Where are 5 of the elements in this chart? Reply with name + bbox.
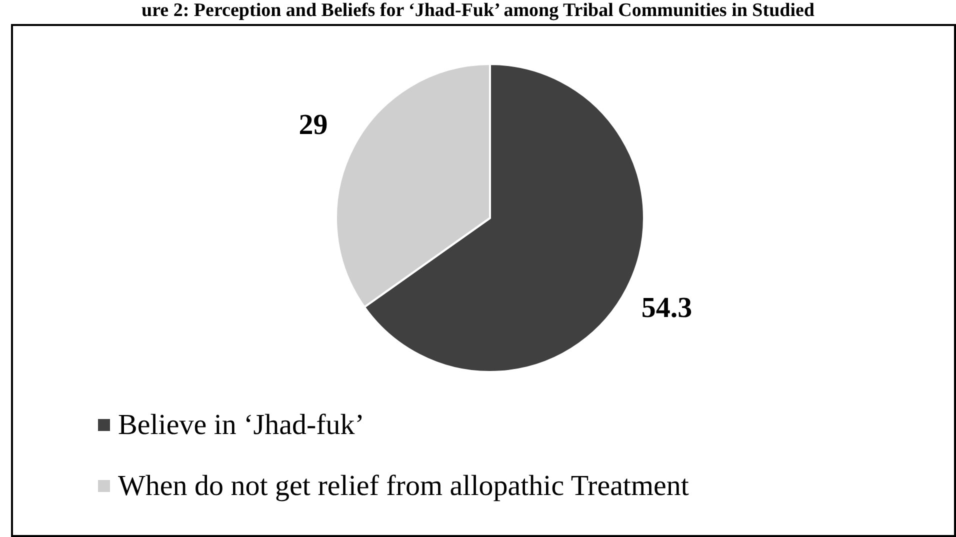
legend-label: When do not get relief from allopathic Treatment [118,470,689,502]
data-label: 54.3 [641,292,692,324]
legend-label: Believe in ‘Jhad-fuk’ [118,408,364,442]
data-label: 29 [298,109,328,142]
chart-title: ure 2: Perception and Beliefs for ‘Jhad-Fuk’ among Tribal Communities in Studied [140,0,816,22]
